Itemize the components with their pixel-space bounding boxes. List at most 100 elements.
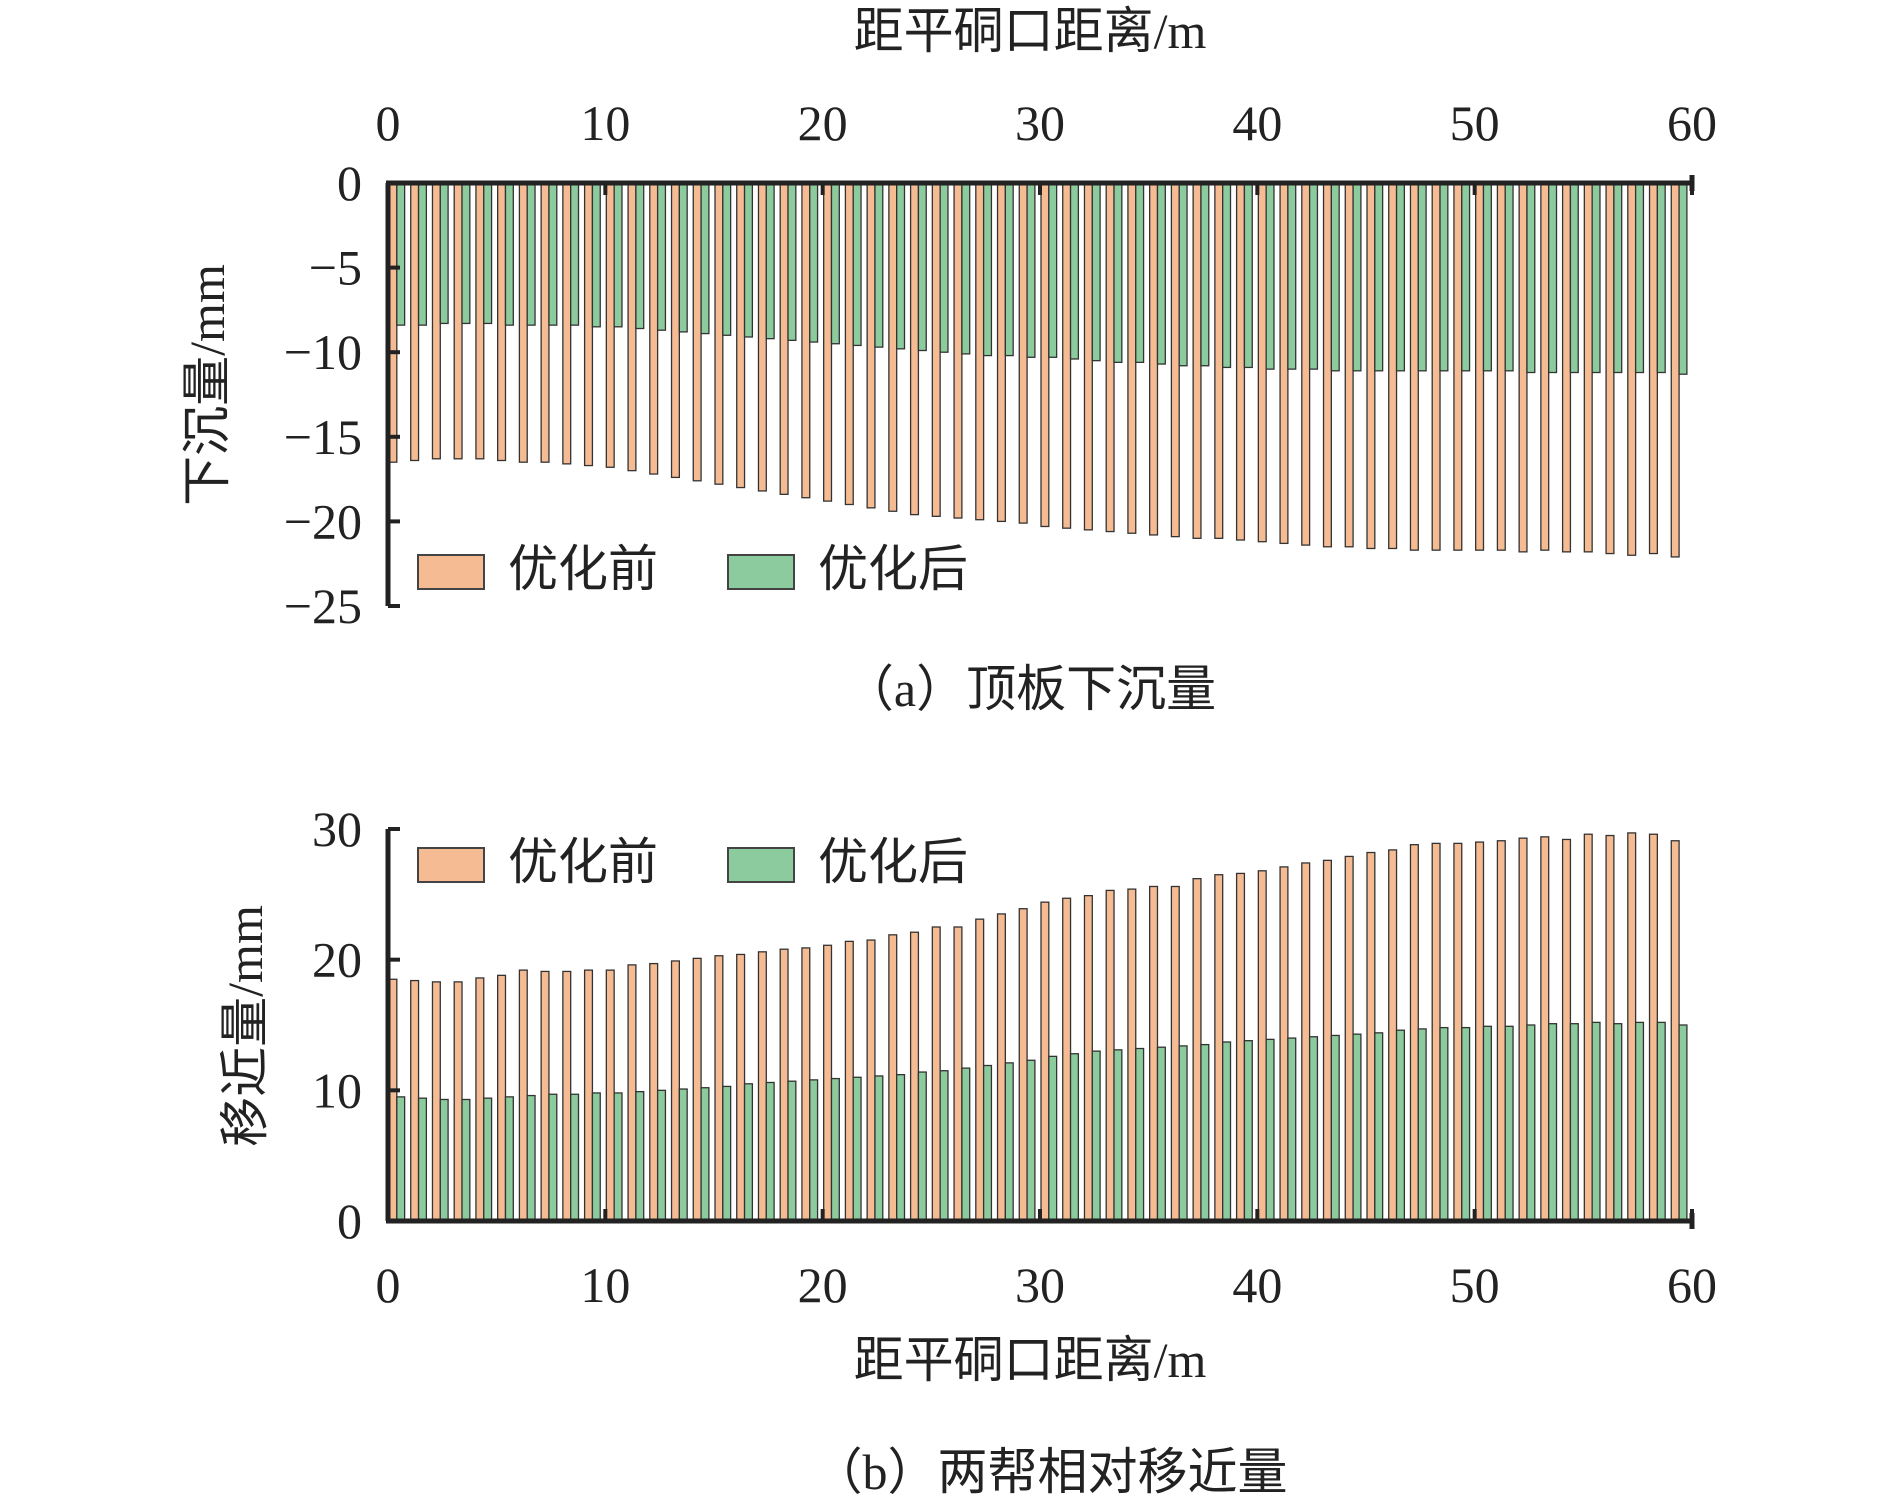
legend-label-before: 优化前 <box>508 834 658 890</box>
panel-b-bar-before <box>692 957 702 1222</box>
panel-b-bar-after <box>396 1096 406 1222</box>
panel-a-bar-before <box>692 182 702 482</box>
panel-b-bar-before <box>1561 838 1572 1222</box>
panel-a-bar-after <box>613 182 623 328</box>
panel-b-bar-after <box>1656 1021 1666 1222</box>
panel-b-bars <box>388 832 1688 1222</box>
panel-b-bar-after <box>1613 1023 1623 1222</box>
panel-b-bar-after <box>874 1075 884 1222</box>
panel-b-bar-after <box>1569 1023 1579 1222</box>
panel-b-bar-before <box>1257 870 1267 1222</box>
panel-b-bar-after <box>1026 1059 1036 1222</box>
panel-b-bar-after <box>1091 1050 1101 1222</box>
panel-b-bar-before <box>1127 888 1137 1222</box>
panel-b-bar-after <box>1308 1036 1319 1222</box>
panel-a-bar-after <box>700 182 710 335</box>
panel-b-x-tick-label: 60 <box>1667 1257 1717 1313</box>
panel-b-bar-after <box>1395 1029 1406 1222</box>
panel-b-bar-before <box>1388 849 1398 1222</box>
panel-a-bar-after <box>1069 182 1080 360</box>
panel-a-bar-after <box>1352 182 1362 372</box>
panel-b-bar-before <box>996 913 1007 1222</box>
panel-a-y-tick-label: −5 <box>309 240 362 296</box>
panel-b-bar-before <box>649 962 659 1222</box>
panel-a-roof-subsidence: 0 10 20 30 40 50 60 0 −5 −10 −15 −20 −25 距平硐口距离/m 下沉… <box>179 3 1717 717</box>
panel-a-bar-after <box>439 182 449 325</box>
panel-b-y-tick-label: 30 <box>312 801 362 857</box>
panel-b-bar-before <box>410 979 420 1222</box>
panel-a-bar-before <box>1279 182 1289 545</box>
panel-a-bar-after <box>961 182 971 355</box>
panel-a-bar-after <box>570 182 580 326</box>
panel-a-bar-after <box>722 182 732 336</box>
panel-b-y-tick-label: 20 <box>312 932 362 988</box>
panel-b-bar-before <box>953 926 963 1222</box>
panel-a-bar-after <box>1591 182 1601 374</box>
panel-a-bar-after <box>1548 182 1558 374</box>
panel-a-x-tick-label: 40 <box>1232 95 1282 151</box>
panel-b-bar-after <box>1504 1025 1514 1222</box>
panel-b-bar-before <box>497 974 507 1222</box>
panel-b-bar-after <box>809 1079 819 1222</box>
panel-b-caption: （b）两帮相对移近量 <box>813 1444 1288 1500</box>
panel-a-bar-before <box>497 182 507 462</box>
panel-b-bar-after <box>1352 1033 1362 1222</box>
panel-b-bar-after <box>700 1087 710 1222</box>
panel-b-bar-before <box>562 970 572 1222</box>
panel-b-bar-before <box>1431 842 1441 1222</box>
panel-a-bar-after <box>1048 182 1058 358</box>
panel-b-bar-after <box>1287 1037 1297 1222</box>
panel-b-bar-before <box>540 970 550 1222</box>
panel-a-bar-after <box>809 182 819 343</box>
panel-a-bar-after <box>1504 182 1514 372</box>
panel-a-bar-before <box>1149 182 1159 536</box>
panel-b-bar-after <box>1156 1046 1166 1222</box>
panel-b-bar-after <box>917 1071 927 1222</box>
panel-b-bar-before <box>866 939 876 1222</box>
panel-a-legend: 优化前 优化后 <box>417 541 968 597</box>
panel-a-bar-before <box>1170 182 1180 538</box>
panel-b-bar-after <box>1048 1055 1058 1222</box>
legend-swatch-after <box>727 847 795 883</box>
panel-b-bar-after <box>635 1090 645 1222</box>
panel-a-bar-before <box>1540 182 1550 551</box>
panel-a-bar-before <box>1496 182 1506 551</box>
panel-a-bar-after <box>830 182 840 345</box>
panel-a-bar-after <box>635 182 645 330</box>
panel-b-bar-after <box>1526 1024 1536 1222</box>
panel-b-bar-after <box>830 1077 840 1222</box>
panel-b-bar-after <box>1678 1024 1688 1222</box>
panel-a-y-tick-label: −25 <box>284 578 362 634</box>
panel-a-bar-after <box>504 182 514 326</box>
panel-a-bar-after <box>874 182 884 348</box>
panel-b-bar-after <box>417 1097 428 1222</box>
panel-a-y-tick-label: 0 <box>337 155 362 211</box>
panel-a-bar-before <box>1561 182 1572 553</box>
legend-label-before: 优化前 <box>508 541 658 597</box>
panel-a-y-axis-label: 下沉量/mm <box>179 264 235 506</box>
panel-b-sidewall-convergence: 0 10 20 30 40 50 60 0 10 20 30 距平硐口距离/m 移近量/mm 优化前… <box>217 801 1717 1500</box>
panel-a-bar-after <box>1222 182 1232 369</box>
panel-a-bar-after <box>591 182 601 328</box>
panel-a-bar-before <box>779 182 789 495</box>
panel-b-bar-after <box>483 1097 493 1222</box>
panel-a-x-tick-label: 30 <box>1015 95 1065 151</box>
panel-b-bar-after <box>1222 1041 1232 1222</box>
panel-a-axes <box>385 175 1695 608</box>
panel-a-bar-before <box>1083 182 1093 531</box>
panel-b-bar-after <box>787 1080 797 1222</box>
panel-b-bar-before <box>888 934 898 1222</box>
panel-a-bar-after <box>1243 182 1253 369</box>
panel-a-bar-before <box>1605 182 1615 555</box>
panel-b-bar-after <box>548 1093 558 1222</box>
panel-b-bar-after <box>1591 1021 1601 1222</box>
panel-b-bar-before <box>1214 874 1224 1222</box>
panel-a-bar-before <box>1453 182 1463 551</box>
panel-b-bar-after <box>939 1070 949 1222</box>
panel-b-bar-before <box>1235 872 1246 1222</box>
panel-a-bar-before <box>1105 182 1115 533</box>
panel-a-bar-before <box>1627 182 1637 556</box>
panel-b-bar-after <box>1548 1023 1558 1222</box>
panel-a-bar-before <box>975 182 985 521</box>
